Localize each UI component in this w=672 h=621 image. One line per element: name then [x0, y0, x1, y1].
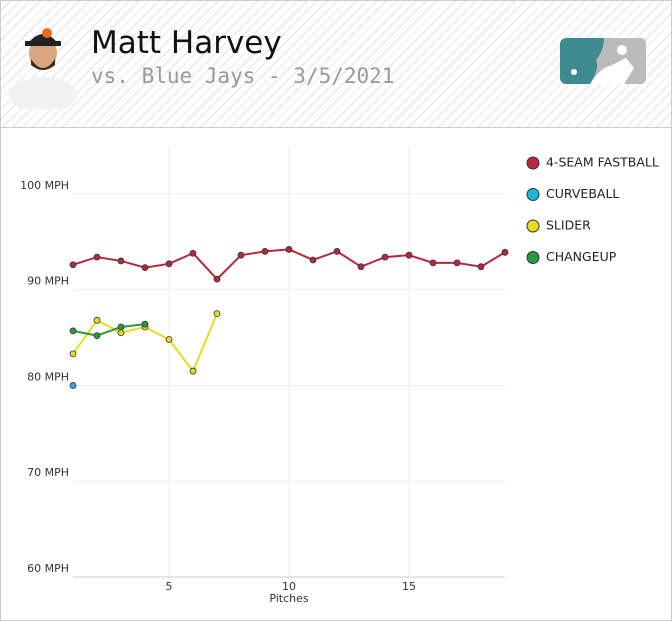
legend-marker — [526, 156, 540, 170]
point — [69, 350, 77, 358]
point — [333, 247, 341, 255]
legend-label: CHANGEUP — [546, 249, 617, 264]
point — [309, 256, 317, 264]
point — [93, 332, 101, 340]
y-tick-label: 100 MPH — [20, 179, 69, 192]
legend-label: CURVEBALL — [546, 186, 619, 201]
x-tick-label: 5 — [166, 580, 173, 593]
legend-label: 4-SEAM FASTBALL — [546, 155, 659, 170]
point — [117, 329, 125, 337]
header: Matt Harvey vs. Blue Jays - 3/5/2021 — [1, 1, 671, 128]
y-tick-label: 90 MPH — [27, 275, 69, 288]
point — [93, 316, 101, 324]
legend-label: SLIDER — [546, 218, 591, 233]
point — [357, 263, 365, 271]
point — [141, 264, 149, 272]
legend-marker — [526, 188, 540, 201]
y-tick-label: 80 MPH — [27, 370, 69, 383]
point — [213, 310, 221, 318]
point — [405, 251, 413, 259]
title: Matt Harvey — [91, 25, 282, 61]
point — [165, 336, 173, 343]
y-tick-label: 70 MPH — [27, 466, 69, 479]
point — [69, 382, 77, 389]
point — [117, 257, 125, 265]
x-tick-label: 15 — [402, 580, 416, 593]
series-line — [72, 323, 146, 337]
legend-marker — [526, 219, 540, 233]
point — [69, 327, 77, 335]
point — [69, 261, 77, 269]
point — [285, 246, 293, 253]
legend-marker — [526, 251, 540, 264]
y-tick-label: 60 MPH — [27, 562, 69, 575]
point — [381, 253, 389, 261]
point — [189, 249, 197, 257]
point — [213, 275, 221, 283]
point — [501, 248, 509, 256]
x-axis-label: Pitches — [269, 592, 309, 605]
x-tick-label: 10 — [282, 580, 296, 593]
subtitle: vs. Blue Jays - 3/5/2021 — [91, 64, 395, 88]
point — [429, 259, 437, 267]
point — [477, 263, 485, 271]
point — [117, 323, 125, 331]
point — [189, 367, 197, 375]
point — [141, 320, 149, 328]
point — [237, 251, 245, 259]
chart: Pitches 60 MPH 70 MPH 80 MPH 90 MPH 100 MPH 5… — [20, 146, 659, 605]
point — [93, 253, 101, 261]
player-photo — [9, 28, 77, 109]
point — [165, 260, 173, 268]
mlb-logo — [560, 38, 646, 84]
point — [261, 247, 269, 255]
point — [453, 259, 461, 267]
